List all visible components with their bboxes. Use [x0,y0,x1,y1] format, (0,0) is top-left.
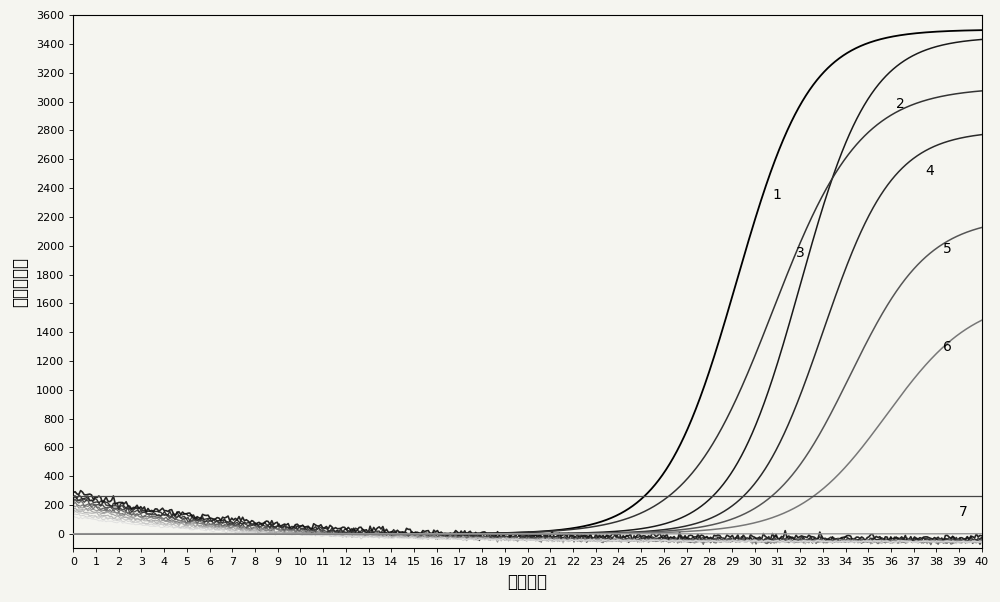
Text: 4: 4 [925,164,934,178]
Text: 2: 2 [896,98,904,111]
Text: 7: 7 [959,504,968,518]
X-axis label: 循环次数: 循环次数 [508,573,548,591]
Y-axis label: 信号强度值: 信号强度值 [11,256,29,306]
Text: 6: 6 [943,340,952,353]
Text: 5: 5 [943,241,952,256]
Text: 1: 1 [773,188,782,202]
Text: 3: 3 [796,246,804,260]
